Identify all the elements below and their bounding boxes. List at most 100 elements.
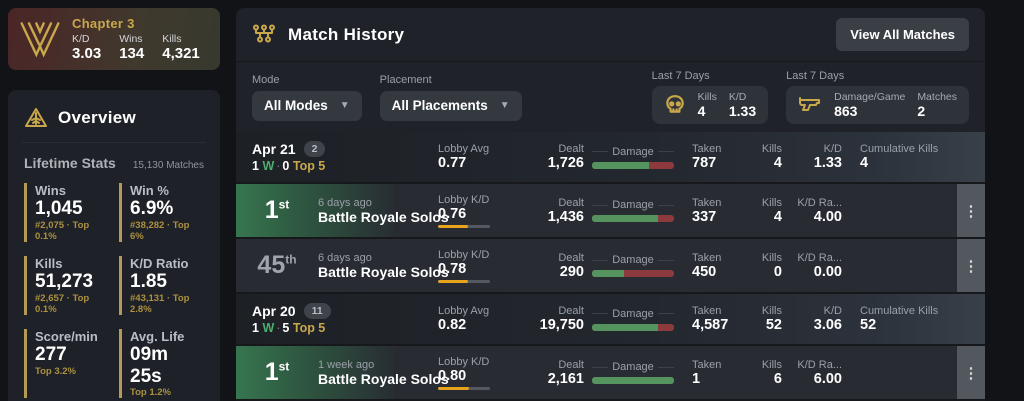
lobby-kd-meter [438, 224, 490, 228]
placement-rank: 45th [257, 251, 297, 279]
overview-header: Overview [22, 102, 206, 143]
v-logo-icon [20, 22, 60, 58]
last7days-damage-group: Last 7 Days Damage/Game 863 Matches [786, 70, 969, 124]
damage-bar: Damage [584, 254, 682, 277]
group-record: 1 W · 5 Top 5 [252, 321, 326, 335]
last7-damage-game: Damage/Game 863 [834, 91, 906, 119]
matches-count: 15,130 Matches [132, 160, 204, 171]
lobby-avg-value: 0.82 [438, 317, 467, 333]
kills-value: 6 [773, 370, 782, 387]
group-record: 1 W · 0 Top 5 [252, 159, 326, 173]
season-banner[interactable]: Chapter 3 K/D 3.03 Wins 134 Kills 4,321 [8, 8, 220, 70]
season-stat-kills: Kills 4,321 [162, 33, 200, 62]
season-stats: K/D 3.03 Wins 134 Kills 4,321 [72, 33, 200, 62]
kd-value: 1.33 [813, 155, 842, 171]
lifetime-stats-label: Lifetime Stats [24, 155, 116, 171]
dealt-value: 1,726 [547, 155, 584, 171]
damage-bar: Damage [584, 146, 682, 169]
kebab-menu-icon: ⋮ [963, 202, 979, 220]
cumulative-kills-value: 52 [860, 317, 877, 333]
row-menu-button[interactable]: ⋮ [957, 184, 985, 237]
view-all-matches-button[interactable]: View All Matches [836, 18, 969, 51]
last7days-damage-card: Damage/Game 863 Matches 2 [786, 86, 969, 124]
dealt-value: 1,436 [547, 208, 584, 225]
season-title: Chapter 3 [72, 16, 135, 31]
dealt-value: 2,161 [547, 370, 584, 387]
season-stat-wins: Wins 134 [119, 33, 145, 62]
mode-dropdown[interactable]: All Modes ▼ [252, 90, 362, 121]
row-menu-button[interactable]: ⋮ [957, 346, 985, 399]
stat-wins: Wins 1,045 #2,075 · Top 0.1% [24, 183, 109, 242]
placement-rank: 1st [264, 196, 290, 224]
filters-bar: Mode All Modes ▼ Placement All Placement… [236, 62, 985, 132]
date-group-row[interactable]: Apr 21 2 1 W · 0 Top 5 Lobby Avg 0.77 Dealt… [236, 132, 985, 184]
kills-value: 0 [773, 263, 782, 280]
sitemap-icon [253, 24, 275, 42]
match-row[interactable]: 1st 1 week ago Battle Royale Solos Lobby… [236, 346, 985, 401]
placement-dropdown[interactable]: All Placements ▼ [379, 90, 522, 121]
damage-bar: Damage [584, 361, 682, 384]
taken-value: 337 [692, 208, 717, 225]
dealt-value: 19,750 [539, 317, 584, 333]
lifetime-stats-row: Lifetime Stats 15,130 Matches [22, 143, 206, 181]
lobby-kd-value: 0.80 [438, 367, 467, 384]
row-menu-button[interactable]: ⋮ [957, 239, 985, 292]
stat-avg-life: Avg. Life 09m 25s Top 1.2% [119, 328, 204, 399]
match-history-header: Match History View All Matches [236, 8, 985, 62]
match-time-ago: 6 days ago [318, 196, 372, 209]
chevron-down-icon: ▼ [339, 100, 350, 111]
mode-filter: Mode All Modes ▼ [252, 74, 362, 121]
date-group-row[interactable]: Apr 20 11 1 W · 5 Top 5 Lobby Avg 0.82 Deal… [236, 294, 985, 346]
damage-bar: Damage [584, 199, 682, 222]
kills-value: 4 [773, 208, 782, 225]
match-time-ago: 1 week ago [318, 358, 375, 371]
kd-ratio-value: 6.00 [813, 370, 842, 387]
group-date: Apr 21 [252, 141, 296, 157]
kills-value: 52 [765, 317, 782, 333]
lobby-kd-value: 0.78 [438, 260, 467, 277]
match-history-title: Match History [288, 24, 405, 44]
match-row[interactable]: 45th 6 days ago Battle Royale Solos Lobb… [236, 239, 985, 294]
match-count-badge: 2 [303, 141, 326, 157]
stat-win-pct: Win % 6.9% #38,282 · Top 6% [119, 183, 204, 242]
match-history-panel: Match History View All Matches Mode All … [236, 8, 985, 401]
stat-kd-ratio: K/D Ratio 1.85 #43,131 · Top 2.8% [119, 255, 204, 315]
match-mode: Battle Royale Solos [318, 208, 449, 225]
match-row[interactable]: 1st 6 days ago Battle Royale Solos Lobby… [236, 184, 985, 239]
kd-ratio-value: 0.00 [813, 263, 842, 280]
overview-title: Overview [58, 108, 137, 127]
kd-ratio-value: 4.00 [813, 208, 842, 225]
overview-panel: Overview Lifetime Stats 15,130 Matches W… [8, 90, 220, 401]
skull-icon [665, 95, 684, 113]
stat-kills: Kills 51,273 #2,657 · Top 0.1% [24, 255, 109, 315]
prism-icon [25, 108, 47, 127]
last7days-kills-card: Kills 4 K/D 1.33 [651, 86, 769, 124]
last7-matches: Matches 2 [917, 91, 957, 119]
match-count-badge: 11 [303, 303, 331, 319]
lobby-kd-meter [438, 386, 490, 390]
kebab-menu-icon: ⋮ [963, 257, 979, 275]
sidebar: Chapter 3 K/D 3.03 Wins 134 Kills 4,321 [8, 8, 220, 401]
lifetime-stats-grid: Wins 1,045 #2,075 · Top 0.1% Win % 6.9% … [22, 181, 206, 401]
placement-rank: 1st [264, 358, 290, 386]
cumulative-kills-value: 4 [860, 155, 869, 171]
group-date: Apr 20 [252, 303, 296, 319]
dealt-value: 290 [559, 263, 584, 280]
match-time-ago: 6 days ago [318, 251, 372, 264]
last7-kd: K/D 1.33 [728, 91, 757, 119]
last7days-kills-group: Last 7 Days Kills 4 K/D [651, 70, 769, 124]
damage-bar: Damage [584, 308, 682, 331]
chevron-down-icon: ▼ [499, 100, 510, 111]
kills-value: 4 [773, 155, 782, 171]
kd-value: 3.06 [813, 317, 842, 333]
kebab-menu-icon: ⋮ [963, 364, 979, 382]
pistol-icon [799, 97, 821, 111]
placement-filter: Placement All Placements ▼ [379, 74, 522, 121]
taken-value: 787 [692, 155, 717, 171]
last7-kills: Kills 4 [697, 91, 717, 119]
stat-score-min: Score/min 277 Top 3.2% [24, 328, 109, 399]
taken-value: 4,587 [692, 317, 729, 333]
taken-value: 450 [692, 263, 717, 280]
match-mode: Battle Royale Solos [318, 263, 449, 280]
